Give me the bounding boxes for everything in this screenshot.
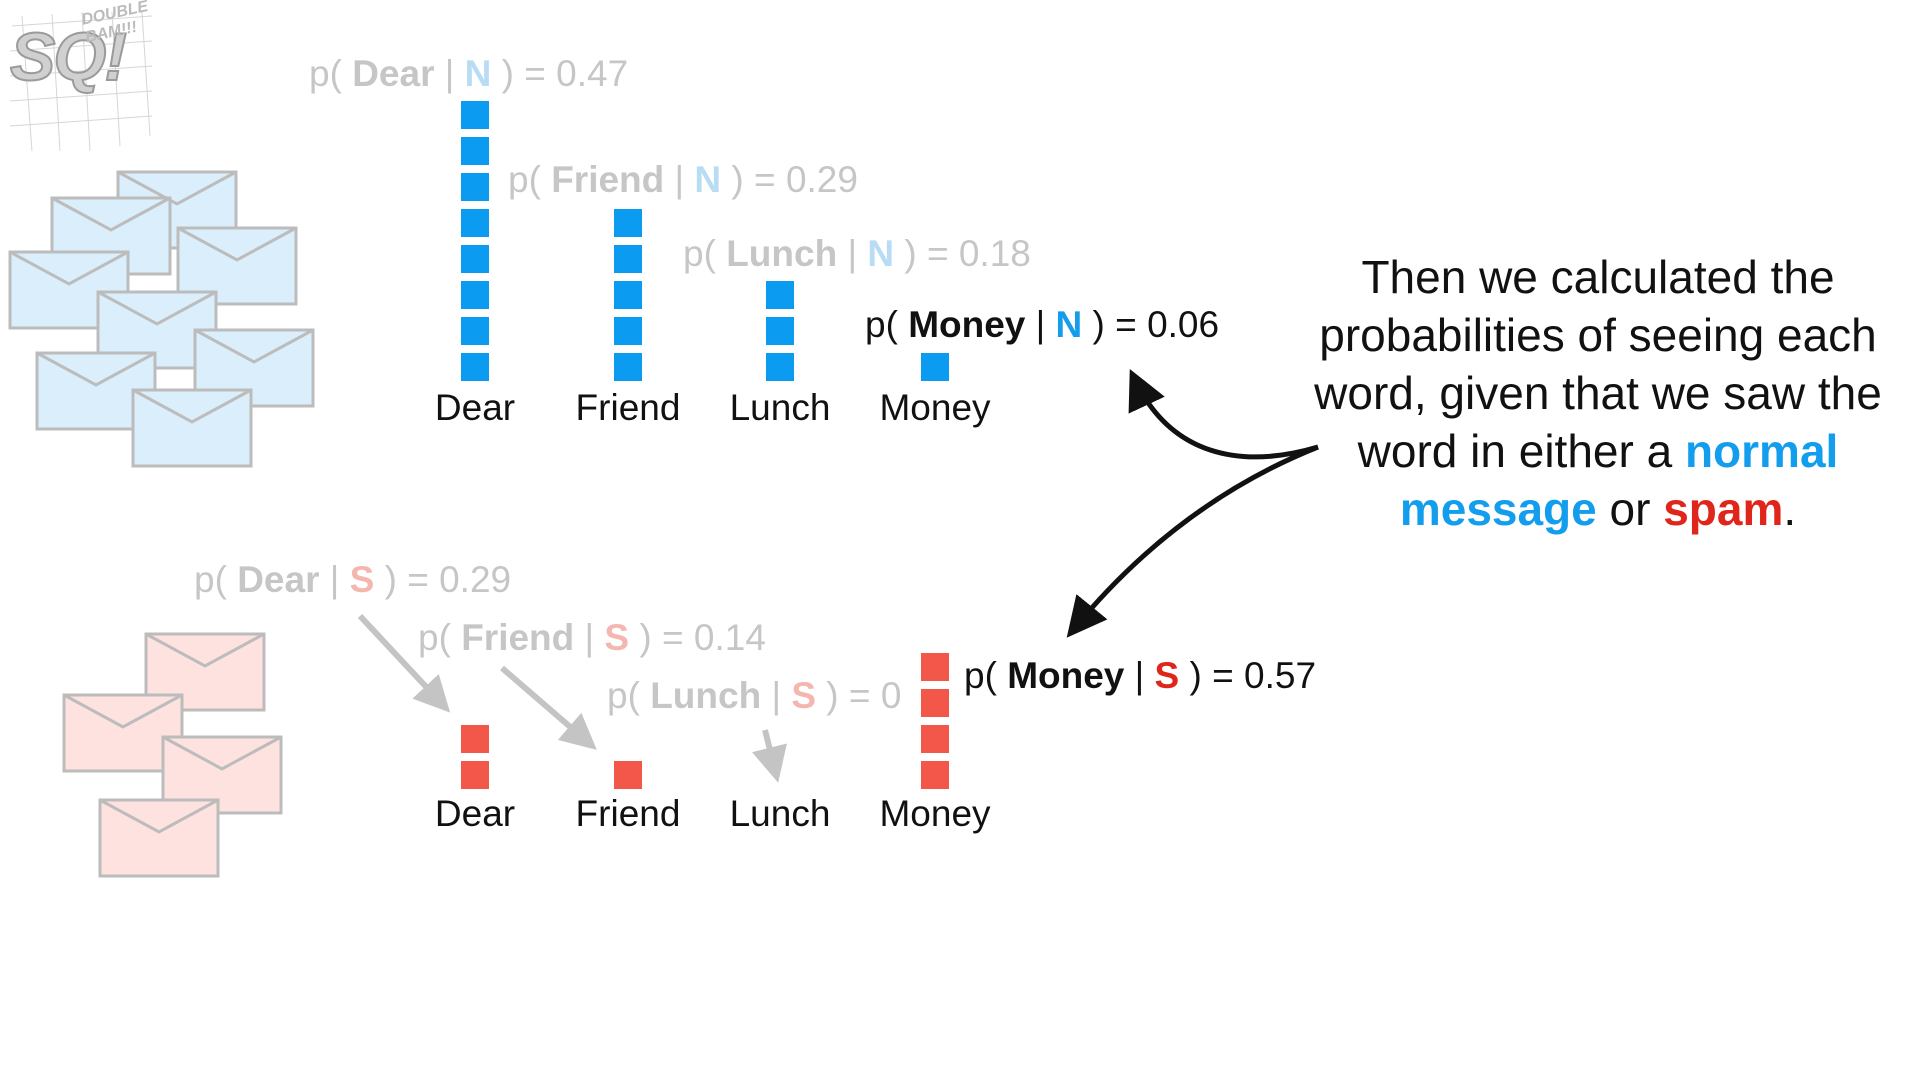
normal-block-friend xyxy=(614,317,642,345)
spam-block-money xyxy=(921,761,949,789)
normal-block-lunch xyxy=(766,353,794,381)
explanation-text: Then we calculated the probabilities of … xyxy=(1278,248,1918,538)
normal-block-money xyxy=(921,353,949,381)
normal-block-lunch xyxy=(766,317,794,345)
envelope-icon xyxy=(8,250,130,330)
spam-prob-money: p( Money | S ) = 0.57 xyxy=(964,655,1317,696)
normal-prob-friend: p( Friend | N ) = 0.29 xyxy=(508,159,858,200)
normal-block-friend xyxy=(614,245,642,273)
spam-block-friend xyxy=(614,761,642,789)
normal-block-dear xyxy=(461,281,489,309)
arrow-spam-dear xyxy=(357,613,451,713)
spam-block-dear xyxy=(461,725,489,753)
spam-prob-friend: p( Friend | S ) = 0.14 xyxy=(418,617,766,658)
spam-word-friend: Friend xyxy=(575,793,681,834)
explanation-line-5: message or spam. xyxy=(1399,483,1797,535)
normal-block-dear xyxy=(461,317,489,345)
logo-mark: SQ! xyxy=(9,18,128,96)
arrow-to-spam-money xyxy=(1066,444,1319,638)
spam-prob-lunch: p( Lunch | S ) = 0 xyxy=(607,675,902,716)
normal-messages-stack xyxy=(8,170,315,468)
spam-keyword: spam xyxy=(1663,483,1784,535)
normal-block-dear xyxy=(461,245,489,273)
normal-block-dear xyxy=(461,353,489,381)
normal-word-friend: Friend xyxy=(575,387,681,428)
normal-block-dear xyxy=(461,173,489,201)
normal-word-dear: Dear xyxy=(434,387,516,428)
explanation-line-2: probabilities of seeing each xyxy=(1319,309,1877,361)
normal-block-lunch xyxy=(766,281,794,309)
arrow-to-normal-money xyxy=(1128,368,1319,460)
normal-prob-dear: p( Dear | N ) = 0.47 xyxy=(309,53,629,94)
normal-word-lunch: Lunch xyxy=(729,387,831,428)
arrow-spam-friend xyxy=(500,665,597,750)
normal-keyword: normal xyxy=(1684,425,1839,477)
normal-block-friend xyxy=(614,281,642,309)
statquest-logo: SQ! DOUBLE BAM!!! xyxy=(2,0,162,156)
normal-word-money: Money xyxy=(879,387,991,428)
normal-block-dear xyxy=(461,209,489,237)
spam-block-money xyxy=(921,653,949,681)
spam-word-lunch: Lunch xyxy=(729,793,831,834)
spam-block-money xyxy=(921,689,949,717)
normal-block-dear xyxy=(461,137,489,165)
spam-word-money: Money xyxy=(879,793,991,834)
envelope-icon xyxy=(131,388,253,468)
envelope-icon xyxy=(98,798,220,878)
spam-block-money xyxy=(921,725,949,753)
logo-grid-graphic xyxy=(9,11,153,152)
arrow-spam-lunch xyxy=(751,729,787,783)
explanation-line-1: Then we calculated the xyxy=(1361,251,1835,303)
explanation-line-3: word, given that we saw the xyxy=(1314,367,1882,419)
normal-prob-word: Dear xyxy=(352,53,435,94)
spam-word-dear: Dear xyxy=(434,793,516,834)
spam-prob-dear: p( Dear | S ) = 0.29 xyxy=(194,559,512,600)
normal-block-dear xyxy=(461,101,489,129)
normal-prob-money: p( Money | N ) = 0.06 xyxy=(865,304,1220,345)
normal-block-friend xyxy=(614,209,642,237)
normal-prob-lunch: p( Lunch | N ) = 0.18 xyxy=(683,233,1031,274)
explanation-line-4: word in either a normal xyxy=(1357,425,1839,477)
message-keyword: message xyxy=(1399,483,1597,535)
normal-block-friend xyxy=(614,353,642,381)
spam-block-dear xyxy=(461,761,489,789)
spam-messages-stack xyxy=(62,632,283,878)
